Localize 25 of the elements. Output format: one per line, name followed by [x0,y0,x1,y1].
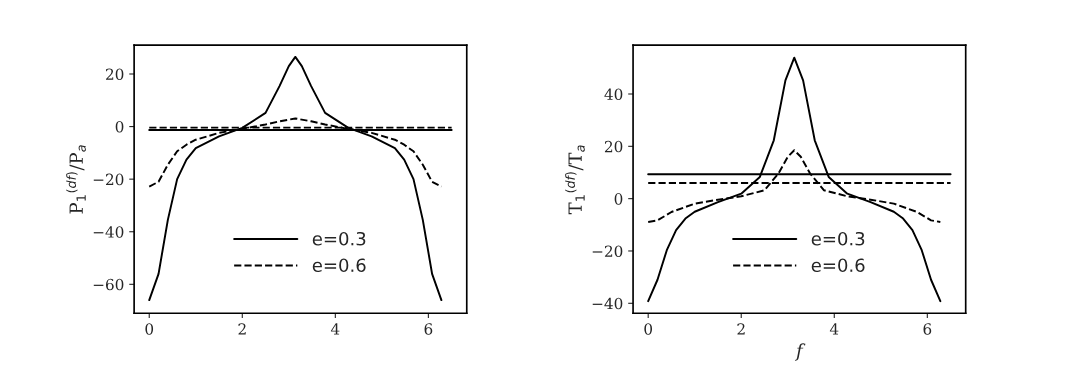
legend-label: e=0.3 [811,231,865,246]
x-axis-title: f [794,343,806,361]
x-tick-label: 0 [145,323,154,335]
y-tick-label: 0 [614,193,623,205]
x-tick-label: 4 [330,323,340,335]
legend-label: e=0.6 [811,258,865,273]
y-tick-label: 0 [115,121,124,133]
y-axis-title: P$_{1}$$^{(df)}$/P$_{a}$ [66,145,86,214]
x-tick-label: 6 [424,323,433,335]
y-tick-label: 40 [604,88,623,101]
y-tick-label: −40 [93,226,124,238]
legend-label: e=0.3 [312,231,366,246]
y-tick-label: −20 [592,245,623,257]
x-tick-label: 4 [829,323,839,335]
y-tick-label: 20 [604,140,623,153]
y-tick-label: −60 [93,278,124,291]
y-tick-label: −40 [592,297,623,310]
x-tick-label: 2 [737,323,745,335]
x-tick-label: 0 [644,323,653,335]
legend-label: e=0.6 [312,258,366,273]
x-tick-label: 2 [238,323,246,335]
x-tick-label: 6 [923,323,932,335]
y-tick-label: −20 [93,173,124,186]
y-axis-title: T$_{1}$$^{(df)}$/T$_{a}$ [565,145,585,215]
y-tick-label: 20 [106,68,124,81]
